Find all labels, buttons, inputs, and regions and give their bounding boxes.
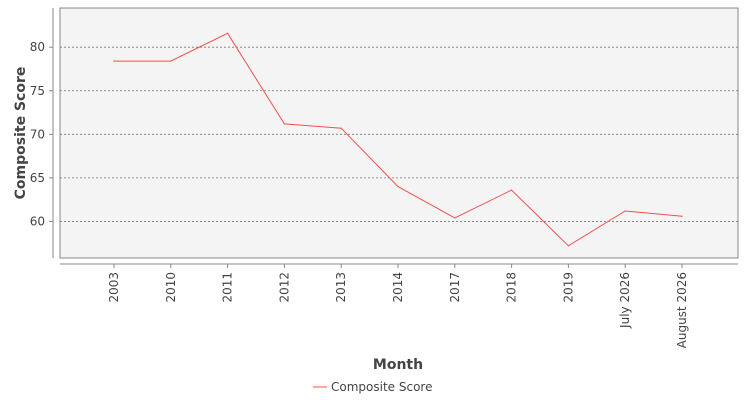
data-point [624,210,626,212]
data-point [397,185,399,188]
x-tick-label: 2014 [391,272,405,303]
y-tick-label: 60 [30,214,45,228]
x-tick-label: 2013 [334,272,348,303]
y-tick-label: 80 [30,40,45,54]
data-point [227,32,229,34]
legend: Composite Score [313,380,432,394]
x-tick-label: 2003 [107,272,121,303]
data-point [340,127,342,129]
x-tick-label: August 2026 [675,272,689,348]
y-tick-label: 70 [30,127,45,141]
data-point [454,217,456,219]
data-point [681,215,683,217]
x-tick-label: 2012 [277,272,291,303]
x-tick-label: 2018 [505,272,519,303]
x-tick-label: 2017 [448,272,462,303]
legend-label: Composite Score [331,380,432,394]
grid-lines [60,46,738,222]
data-point [170,60,172,62]
y-tick-label: 75 [30,84,45,98]
x-tick-label: July 2026 [618,272,632,329]
data-point [113,60,115,62]
x-axis-ticks: 2003 2010 2011 2012 2013 2014 2017 2018 2019 July… [107,264,689,348]
x-axis-title: Month [373,357,423,373]
data-point [567,245,570,247]
data-point [511,189,513,191]
data-point [283,123,285,125]
x-tick-label: 2011 [221,272,235,303]
y-tick-label: 65 [30,171,45,185]
x-tick-label: 2019 [561,272,575,303]
y-axis-title: Composite Score [13,67,29,200]
x-tick-label: 2010 [164,272,178,303]
y-axis-ticks: 60 65 70 75 80 [30,40,53,228]
plot-area [59,7,739,259]
series-layer [113,32,683,247]
